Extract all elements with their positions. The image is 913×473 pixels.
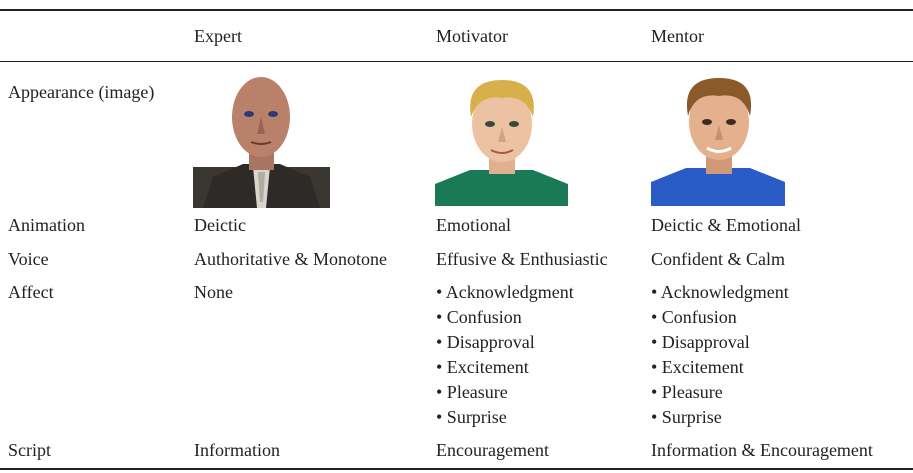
column-header: Mentor — [651, 26, 704, 46]
cell: Information — [194, 440, 280, 460]
cell: Confident & Calm — [651, 249, 785, 269]
cell-list-item: • Surprise — [651, 407, 722, 427]
mentor-image — [651, 78, 785, 206]
cell-list-item: None — [194, 282, 233, 302]
cell-list-item: • Pleasure — [651, 382, 723, 402]
row-label: Voice — [8, 249, 49, 269]
header-rule — [0, 61, 913, 62]
column-header: Motivator — [436, 26, 508, 46]
bottom-rule — [0, 468, 913, 470]
cell: Deictic — [194, 215, 246, 235]
cell-list-item: • Surprise — [436, 407, 507, 427]
cell: Effusive & Enthusiastic — [436, 249, 608, 269]
cell: Deictic & Emotional — [651, 215, 801, 235]
row-label: Affect — [8, 282, 54, 302]
expert-image — [193, 77, 330, 208]
motivator-image — [435, 80, 568, 206]
cell: Authoritative & Monotone — [194, 249, 387, 269]
cell: Encouragement — [436, 440, 549, 460]
row-label: Script — [8, 440, 51, 460]
cell-list-item: • Acknowledgment — [436, 282, 574, 302]
cell: Information & Encouragement — [651, 440, 873, 460]
top-rule — [0, 9, 913, 11]
cell-list-item: • Disapproval — [651, 332, 750, 352]
row-label: Appearance (image) — [8, 82, 155, 102]
column-header: Expert — [194, 26, 242, 46]
cell-list-item: • Confusion — [436, 307, 522, 327]
cell-list-item: • Confusion — [651, 307, 737, 327]
row-label: Animation — [8, 215, 85, 235]
cell-list-item: • Excitement — [651, 357, 744, 377]
cell-list-item: • Acknowledgment — [651, 282, 789, 302]
cell: Emotional — [436, 215, 511, 235]
cell-list-item: • Excitement — [436, 357, 529, 377]
cell-list-item: • Pleasure — [436, 382, 508, 402]
cell-list-item: • Disapproval — [436, 332, 535, 352]
